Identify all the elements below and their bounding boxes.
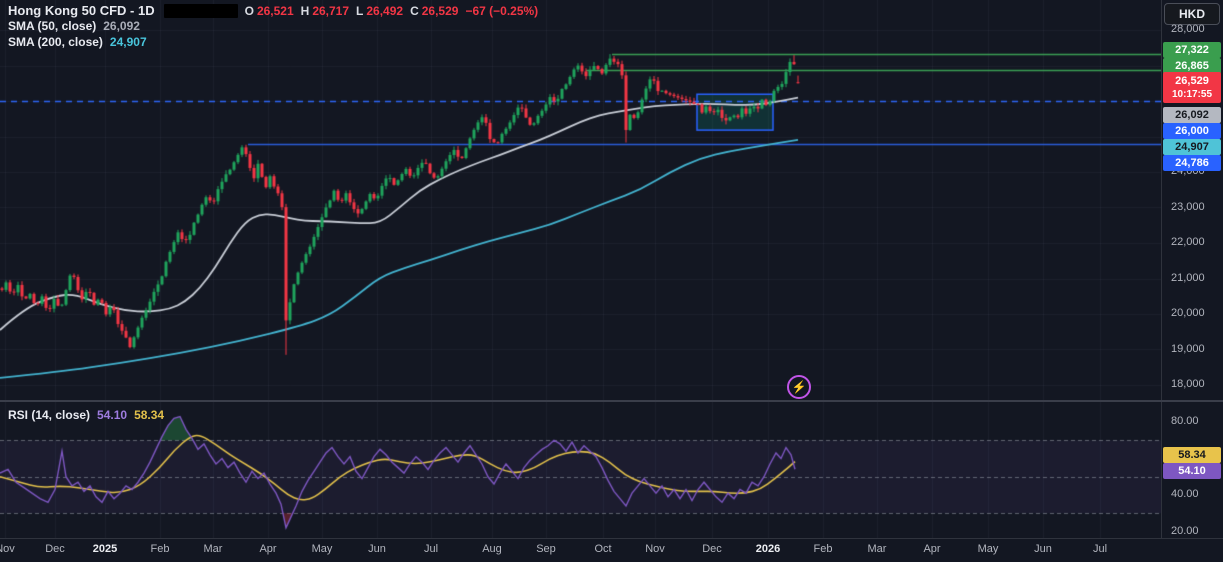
- change-value: −67 (−0.25%): [465, 3, 539, 18]
- price-badge: 26,092: [1163, 107, 1221, 123]
- rsi-panel-canvas[interactable]: [0, 402, 1161, 538]
- sma200-label: SMA (200, close): [8, 35, 103, 49]
- rsi-legend-row[interactable]: RSI (14, close) 54.10 58.34: [8, 408, 164, 422]
- close-label: C: [410, 3, 419, 18]
- price-chart-canvas[interactable]: [0, 0, 1161, 400]
- rsi-value: 54.10: [97, 408, 128, 422]
- open-label: O: [244, 3, 254, 18]
- time-axis-year-label: 2025: [92, 543, 118, 555]
- time-axis-month-label: May: [977, 543, 999, 555]
- pane-separator[interactable]: [0, 400, 1223, 402]
- time-axis-month-label: Mar: [867, 543, 887, 555]
- close-value: 26,529: [421, 3, 459, 18]
- time-axis-month-label: Dec: [702, 543, 722, 555]
- low-value: 26,492: [366, 3, 404, 18]
- currency-button[interactable]: HKD: [1164, 3, 1220, 25]
- symbol-legend-row[interactable]: Hong Kong 50 CFD - 1D O 26,521 H 26,717 …: [8, 3, 538, 18]
- price-tick: 23,000: [1171, 200, 1205, 213]
- price-scale[interactable]: HKD 28,000 24,000 23,000 22,000 21,000 20,000…: [1161, 0, 1223, 538]
- price-badge: 24,907: [1163, 139, 1221, 155]
- price-badge: 27,322: [1163, 42, 1221, 58]
- rsi-badge: 54.10: [1163, 463, 1221, 479]
- time-axis-month-label: Nov: [645, 543, 665, 555]
- price-tick: 19,000: [1171, 342, 1205, 355]
- price-tick: 28,000: [1171, 23, 1205, 35]
- time-axis-month-label: Sep: [536, 543, 556, 555]
- low-label: L: [356, 3, 364, 18]
- time-axis-month-label: Jun: [1034, 543, 1052, 555]
- time-axis-month-label: Aug: [482, 543, 502, 555]
- time-axis-month-label: Dec: [45, 543, 65, 555]
- lightning-trade-button[interactable]: ⚡: [787, 375, 811, 399]
- sma50-value: 26,092: [103, 19, 140, 33]
- price-tick: 22,000: [1171, 236, 1205, 248]
- rsi-tick: 40.00: [1171, 488, 1199, 500]
- time-axis-month-label: Apr: [259, 543, 277, 555]
- rsi-ma-value: 58.34: [134, 408, 165, 422]
- sma200-value: 24,907: [109, 35, 147, 49]
- sma50-legend-row[interactable]: SMA (50, close) 26,092: [8, 19, 140, 33]
- time-axis-month-label: Feb: [150, 543, 170, 555]
- time-axis-separator: [0, 538, 1223, 539]
- high-value: 26,717: [312, 3, 350, 18]
- price-tick: 18,000: [1171, 378, 1205, 390]
- time-scale[interactable]: Nov Dec 2025 Feb Mar Apr May Jun Jul Aug Sep Oct Nov…: [0, 539, 1223, 562]
- high-label: H: [300, 3, 310, 18]
- rsi-badge: 58.34: [1163, 447, 1221, 463]
- time-axis-month-label: May: [311, 543, 333, 555]
- time-axis-month-label: Apr: [923, 543, 941, 555]
- sma50-label: SMA (50, close): [8, 19, 97, 33]
- redacted-region: [163, 3, 238, 18]
- price-badge: 26,000: [1163, 123, 1221, 139]
- time-axis-month-label: Jul: [423, 543, 439, 555]
- rsi-tick: 80.00: [1171, 415, 1199, 427]
- open-value: 26,521: [256, 3, 294, 18]
- rsi-label: RSI (14, close): [8, 408, 91, 422]
- time-axis-month-label: Jul: [1092, 543, 1108, 555]
- time-axis-month-label: Nov: [0, 543, 15, 555]
- lightning-icon: ⚡: [791, 380, 807, 394]
- sma200-legend-row[interactable]: SMA (200, close) 24,907: [8, 35, 147, 49]
- rsi-tick: 20.00: [1171, 524, 1199, 537]
- time-axis-month-label: Oct: [594, 543, 612, 555]
- price-tick: 21,000: [1171, 271, 1205, 284]
- time-axis-year-label: 2026: [755, 543, 781, 555]
- price-badge: 24,786: [1163, 155, 1221, 171]
- price-tick: 20,000: [1171, 307, 1205, 319]
- time-axis-month-label: Mar: [203, 543, 223, 555]
- time-axis-month-label: Jun: [368, 543, 386, 555]
- price-badge: 26,529 10:17:55: [1163, 72, 1221, 103]
- symbol-title: Hong Kong 50 CFD - 1D: [8, 3, 155, 18]
- price-badge: 26,865: [1163, 58, 1221, 74]
- time-axis-month-label: Feb: [813, 543, 833, 555]
